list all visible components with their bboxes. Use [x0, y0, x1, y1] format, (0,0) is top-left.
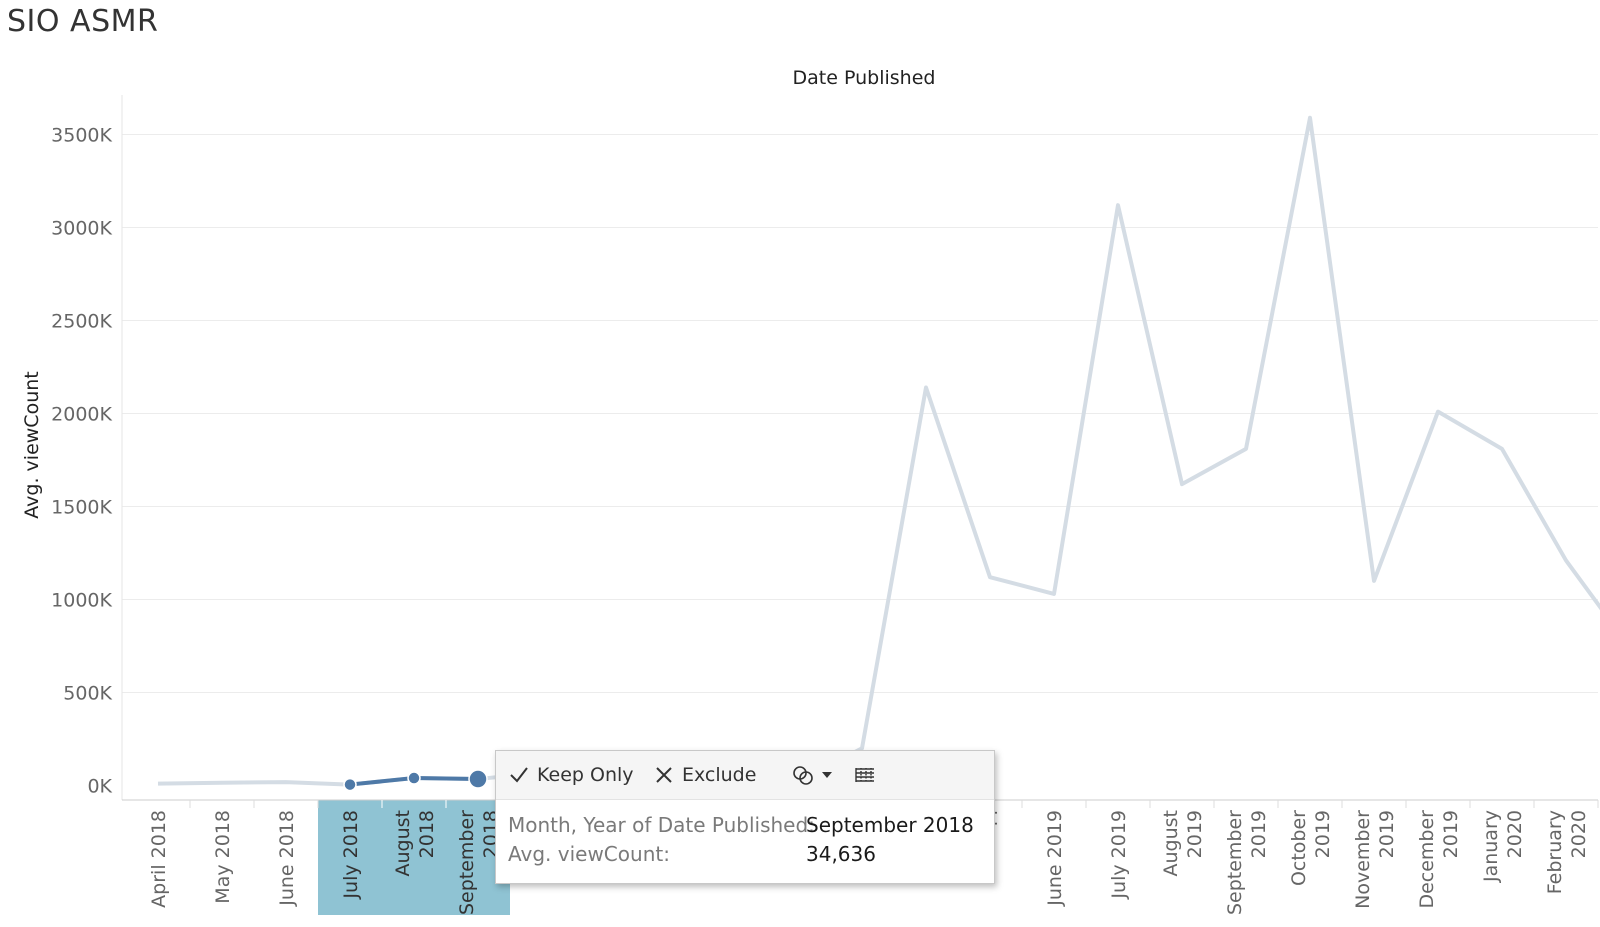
- tooltip-viewcount-value: 34,636: [806, 842, 876, 866]
- x-tick-label: June 2018: [276, 810, 298, 907]
- tooltip-toolbar: Keep Only Exclude: [496, 751, 994, 800]
- x-tick-label: September: [1224, 810, 1246, 915]
- keep-only-button[interactable]: Keep Only: [509, 762, 634, 788]
- selected-axis-band: [318, 800, 510, 915]
- y-tick-label: 1000K: [51, 590, 112, 612]
- x-tick-label: 2019: [1312, 810, 1334, 858]
- y-tick-label: 3000K: [51, 218, 112, 240]
- selected-data-point: [468, 769, 488, 789]
- x-tick-label: April 2018: [148, 810, 170, 908]
- x-tick-label: 2020: [1504, 810, 1526, 858]
- x-tick-label: January: [1480, 810, 1502, 883]
- y-tick-label: 500K: [63, 683, 112, 705]
- y-tick-label: 0K: [87, 776, 112, 798]
- view-data-icon: [855, 768, 874, 782]
- x-tick-label: 2019: [1184, 810, 1206, 858]
- tooltip-viewcount-label: Avg. viewCount:: [508, 842, 670, 866]
- x-tick-label: 2019: [1440, 810, 1462, 858]
- x-tick-label: June 2019: [1044, 810, 1066, 907]
- group-members-button[interactable]: [792, 762, 844, 788]
- x-tick-label: 2020: [1568, 810, 1590, 858]
- group-members-icon: [793, 766, 832, 785]
- x-tick-label: November: [1352, 810, 1374, 909]
- selected-data-point: [407, 771, 421, 785]
- y-tick-label: 1500K: [51, 497, 112, 519]
- x-tick-label: October: [1288, 810, 1310, 886]
- x-tick-label: August: [392, 810, 414, 877]
- x-tick-label: September: [456, 810, 478, 915]
- sheet-title: SIO ASMR: [7, 4, 159, 39]
- checkmark-icon: [510, 767, 528, 783]
- tooltip-date-label: Month, Year of Date Published:: [508, 813, 815, 837]
- tooltip-date-value: September 2018: [806, 813, 974, 837]
- x-tick-label: May 2018: [212, 810, 234, 904]
- exclude-button[interactable]: Exclude: [654, 762, 756, 788]
- view-data-button[interactable]: [854, 762, 884, 788]
- x-tick-label: July 2019: [1108, 810, 1130, 900]
- x-tick-label: 2018: [416, 810, 438, 858]
- y-tick-label: 3500K: [51, 125, 112, 147]
- x-tick-label: August: [1160, 810, 1182, 877]
- x-tick-label: December: [1416, 810, 1438, 909]
- x-tick-label: 2019: [1248, 810, 1270, 858]
- mark-tooltip: Keep Only Exclude Month, Year: [495, 750, 995, 884]
- selected-data-point: [343, 777, 357, 792]
- y-axis-title: Avg. viewCount: [21, 371, 43, 518]
- keep-only-label: Keep Only: [537, 764, 634, 786]
- x-tick-label: July 2018: [340, 810, 362, 900]
- chart-title: Date Published: [793, 67, 936, 89]
- y-tick-label: 2000K: [51, 404, 112, 426]
- y-tick-label: 2500K: [51, 311, 112, 333]
- x-tick-label: 2019: [1376, 810, 1398, 858]
- close-icon: [656, 767, 672, 783]
- exclude-label: Exclude: [682, 764, 757, 786]
- series-line: [157, 115, 1600, 787]
- x-tick-label: February: [1544, 810, 1566, 894]
